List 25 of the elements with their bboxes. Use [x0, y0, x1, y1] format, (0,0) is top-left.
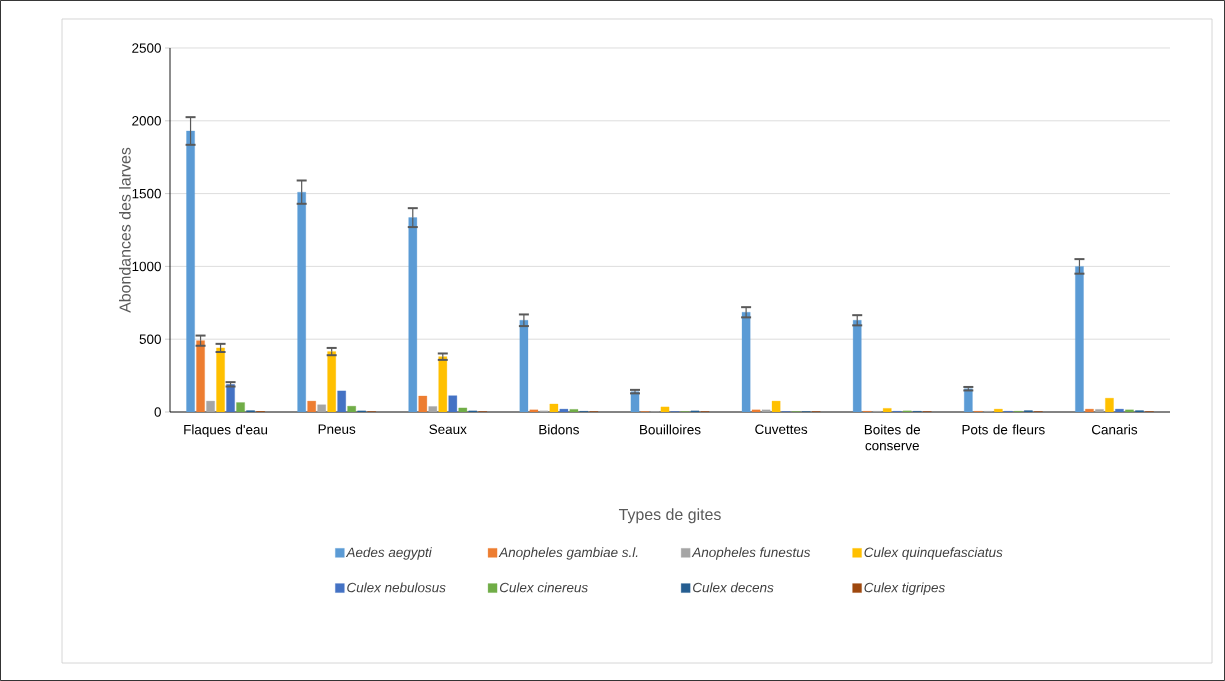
y-tick-label: 500	[139, 334, 161, 344]
x-tick-label: Bouilloires	[640, 424, 701, 435]
x-tick-label: Seaux	[429, 424, 467, 435]
x-tick-label: Canaris	[1091, 424, 1138, 435]
legend-label: Culex decens	[693, 582, 774, 593]
x-tick-label: Flaques d'eau	[184, 424, 268, 438]
x-tick-label: Bidons	[539, 424, 579, 435]
y-tick-label: 2500	[132, 43, 161, 53]
legend-label: Anopheles gambiae s.l.	[498, 547, 638, 560]
y-tick-label: 1500	[132, 188, 161, 199]
y-axis-title: Abondances des larves	[119, 147, 131, 313]
legend-label: Aedes aegypti	[345, 547, 433, 560]
x-tick-label: Boites de conserve	[864, 424, 921, 451]
y-tick-label: 2000	[132, 116, 161, 126]
legend-label: Culex quinquefasciatus	[864, 547, 1003, 560]
legend-label: Anopheles funestus	[691, 547, 811, 560]
x-tick-label: Cuvettes	[755, 424, 808, 435]
x-axis-title: Types de gites	[618, 508, 721, 524]
x-tick-label: Pneus	[318, 424, 356, 434]
y-tick-label: 1000	[132, 261, 161, 272]
legend-label: Culex cinereus	[499, 582, 588, 593]
legend-label: Culex tigripes	[864, 582, 945, 595]
y-tick-label: 0	[154, 407, 161, 417]
x-tick-label: Pots de fleurs	[962, 424, 1045, 435]
legend-label: Culex nebulosus	[347, 582, 446, 593]
